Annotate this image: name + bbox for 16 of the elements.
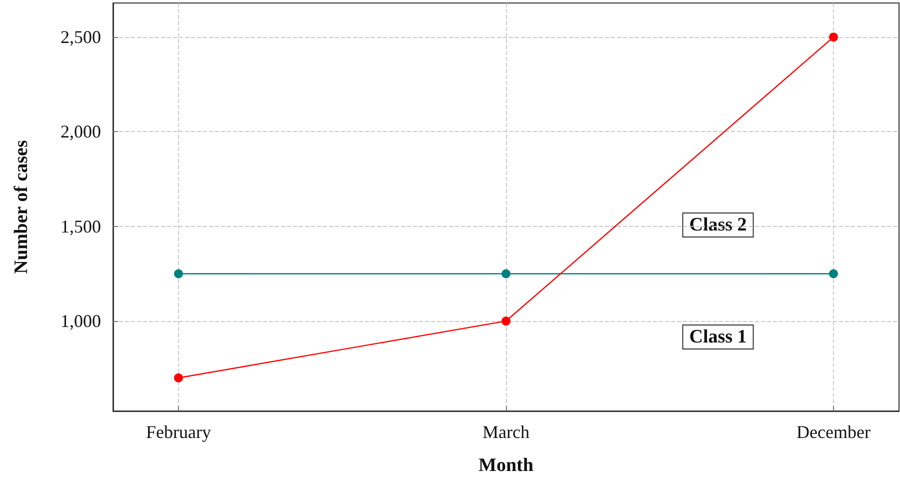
y-tick-label: 2,500 xyxy=(60,27,101,48)
point xyxy=(174,269,183,278)
y-tick-label: 1,000 xyxy=(60,311,101,332)
point xyxy=(502,316,510,326)
y-axis-title: Number of cases xyxy=(11,140,32,274)
y-tick-label: 2,000 xyxy=(60,122,101,142)
point xyxy=(502,269,510,278)
x-tick-label: December xyxy=(796,422,870,442)
point xyxy=(829,32,838,42)
point xyxy=(829,269,838,278)
x-axis-title: Month xyxy=(478,455,534,476)
point xyxy=(174,373,183,382)
y-tick-label: 1,500 xyxy=(60,216,101,236)
annotation: Class 1 xyxy=(689,326,747,348)
x-tick-label: March xyxy=(482,422,530,442)
x-tick-label: February xyxy=(146,422,211,442)
